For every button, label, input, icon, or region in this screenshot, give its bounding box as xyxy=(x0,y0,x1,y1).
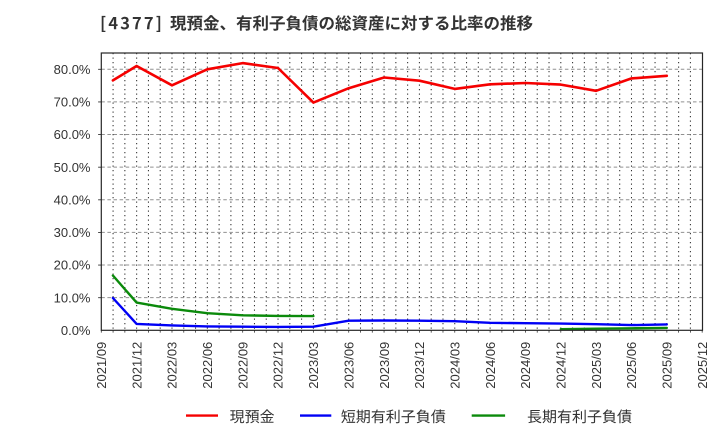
svg-text:2022/03: 2022/03 xyxy=(165,342,180,389)
svg-text:2023/12: 2023/12 xyxy=(412,342,427,389)
svg-text:0.0%: 0.0% xyxy=(61,323,91,338)
svg-text:30.0%: 30.0% xyxy=(54,225,91,240)
svg-text:2024/03: 2024/03 xyxy=(447,342,462,389)
svg-text:2024/06: 2024/06 xyxy=(483,342,498,389)
svg-text:2022/12: 2022/12 xyxy=(271,342,286,389)
svg-text:20.0%: 20.0% xyxy=(54,258,91,273)
svg-text:60.0%: 60.0% xyxy=(54,127,91,142)
svg-text:2021/12: 2021/12 xyxy=(129,342,144,389)
svg-text:50.0%: 50.0% xyxy=(54,160,91,175)
svg-text:70.0%: 70.0% xyxy=(54,95,91,110)
svg-text:2024/12: 2024/12 xyxy=(554,342,569,389)
svg-text:2023/03: 2023/03 xyxy=(306,342,321,389)
svg-text:2025/12: 2025/12 xyxy=(695,342,710,389)
svg-text:2025/03: 2025/03 xyxy=(589,342,604,389)
svg-text:10.0%: 10.0% xyxy=(54,290,91,305)
svg-text:2021/09: 2021/09 xyxy=(94,342,109,389)
svg-text:2023/06: 2023/06 xyxy=(341,342,356,389)
svg-text:2025/06: 2025/06 xyxy=(624,342,639,389)
svg-text:80.0%: 80.0% xyxy=(54,62,91,77)
svg-text:2023/09: 2023/09 xyxy=(377,342,392,389)
svg-text:2025/09: 2025/09 xyxy=(660,342,675,389)
svg-text:40.0%: 40.0% xyxy=(54,192,91,207)
svg-text:2022/06: 2022/06 xyxy=(200,342,215,389)
svg-text:2022/09: 2022/09 xyxy=(235,342,250,389)
svg-text:2024/09: 2024/09 xyxy=(518,342,533,389)
